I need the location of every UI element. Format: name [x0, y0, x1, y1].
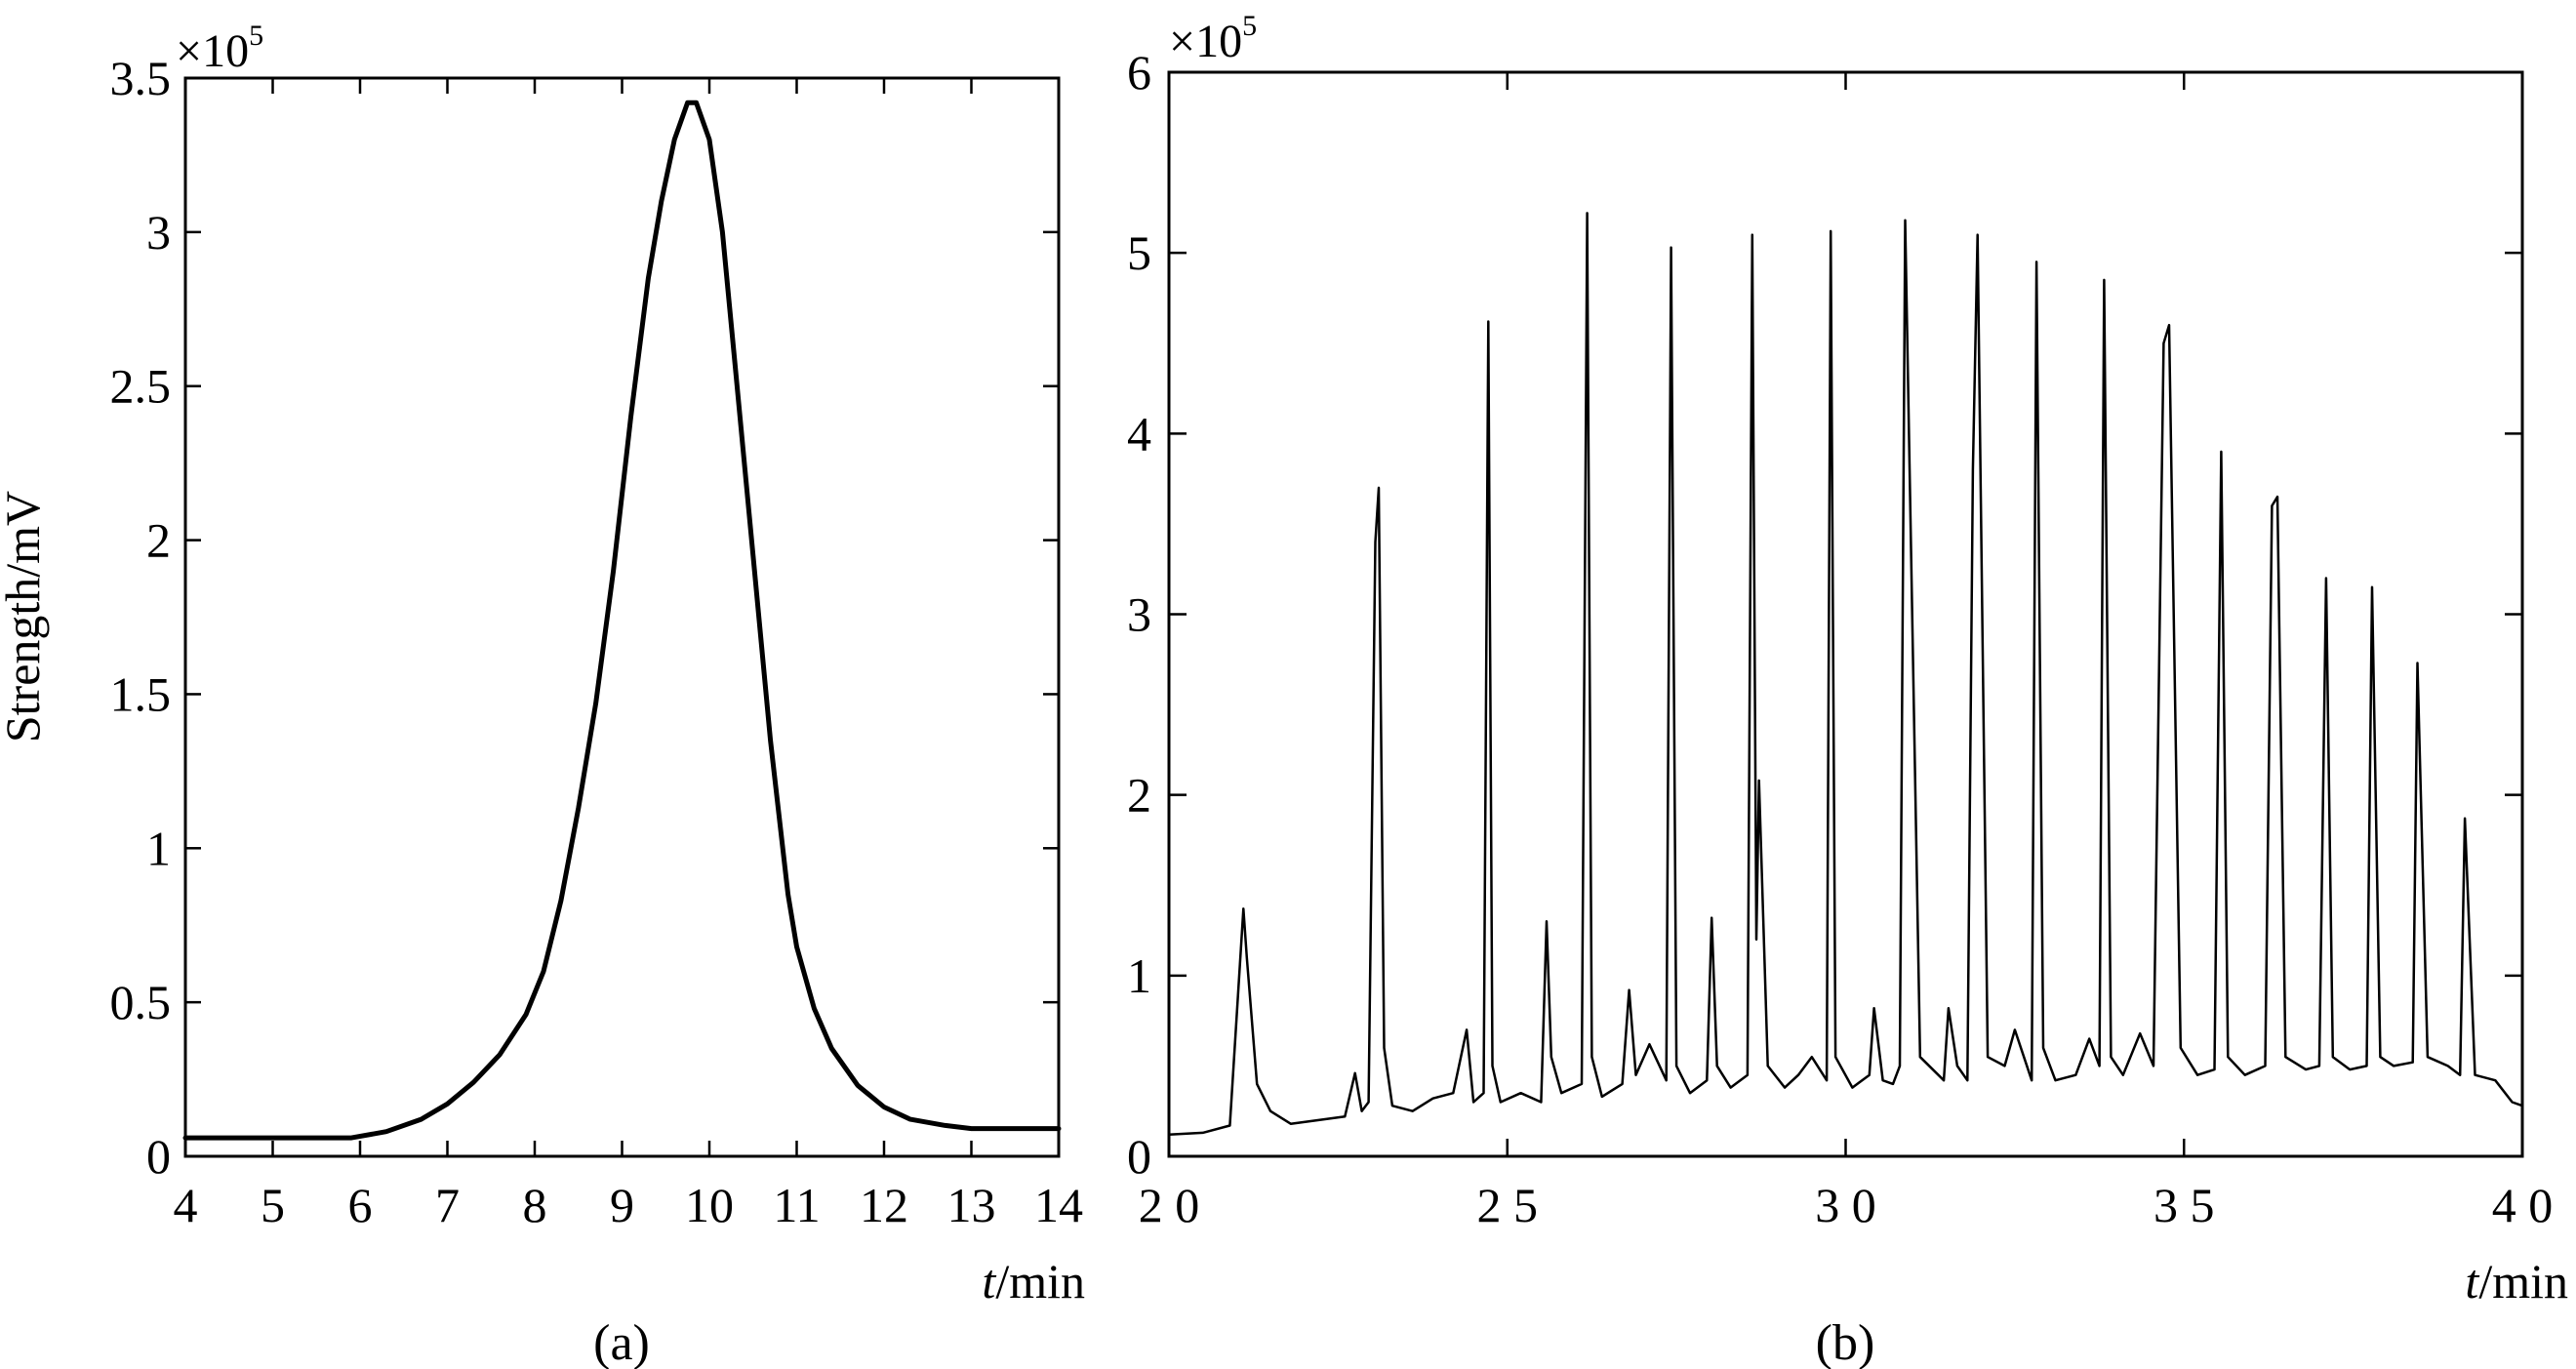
y-tick-label: 1: [1127, 948, 1151, 1003]
series-polyline: [182, 100, 1062, 1141]
x-tick-label: 13: [947, 1178, 996, 1232]
x-tick-label: 4 0: [2492, 1178, 2554, 1232]
series-line-b: [1167, 212, 2524, 1137]
y-tick-label: 1.5: [110, 666, 172, 721]
y-tick-label: 0: [1127, 1129, 1151, 1184]
y-multiplier-b: ×105: [1169, 10, 1257, 67]
plot-frame-a: [183, 76, 1061, 1158]
x-tick-label: 10: [685, 1178, 734, 1232]
y-tick-label: 3: [1127, 587, 1151, 642]
x-tick-label: 3 0: [1815, 1178, 1876, 1232]
y-tick-label: 3.5: [110, 51, 172, 105]
y-tick-label: 2.5: [110, 359, 172, 414]
x-tick-label: 8: [523, 1178, 547, 1232]
ticks-a: [183, 76, 1061, 1158]
y-tick-label: 4: [1127, 406, 1151, 461]
tick-labels-b: 2 0 2 5 3 0 3 5 4 0 0 1 2 3 4 5 6: [1127, 45, 2553, 1232]
x-tick-label: 3 5: [2153, 1178, 2215, 1232]
y-tick-label: 0.5: [110, 975, 172, 1029]
x-tick-label: 2 5: [1477, 1178, 1539, 1232]
y-tick-label: 5: [1127, 225, 1151, 280]
y-tick-label: 3: [146, 205, 171, 260]
y-tick-label: 2: [1127, 768, 1151, 823]
x-tick-label: 12: [860, 1178, 908, 1232]
tick-labels-a: 4 5 6 7 8 9 10 11 12 13 14 0 0.5 1 1.5 2 2.5 3 3.5: [110, 51, 1084, 1232]
y-axis-label-a: Strength/mV: [0, 491, 50, 743]
ticks-b: [1167, 70, 2524, 1158]
x-tick-label: 5: [261, 1178, 285, 1232]
y-tick-label: 1: [146, 821, 171, 875]
x-tick-label: 7: [435, 1178, 460, 1232]
x-tick-label: 11: [773, 1178, 820, 1232]
panel-label-a: (a): [593, 1315, 650, 1369]
y-tick-label: 6: [1127, 45, 1151, 100]
series-polyline: [1167, 212, 2524, 1137]
y-multiplier-a: ×105: [176, 20, 263, 77]
x-tick-label: 2 0: [1139, 1178, 1200, 1232]
panel-label-b: (b): [1816, 1315, 1875, 1369]
chart-panel-a: 4 5 6 7 8 9 10 11 12 13 14 0 0.5 1 1.5 2 2.5 3 3.5 ×105 St…: [0, 20, 1085, 1369]
x-tick-label: 9: [610, 1178, 634, 1232]
chart-panel-b: 2 0 2 5 3 0 3 5 4 0 0 1 2 3 4 5 6 ×105 t/min (b): [1127, 10, 2568, 1369]
x-tick-label: 6: [348, 1178, 373, 1232]
y-tick-label: 2: [146, 513, 171, 568]
y-tick-label: 0: [146, 1129, 171, 1184]
x-axis-label-b: t/min: [2465, 1254, 2568, 1309]
x-tick-label: 4: [174, 1178, 198, 1232]
series-line-a: [182, 100, 1062, 1141]
x-tick-label: 14: [1034, 1178, 1083, 1232]
x-axis-label-a: t/min: [982, 1254, 1085, 1309]
